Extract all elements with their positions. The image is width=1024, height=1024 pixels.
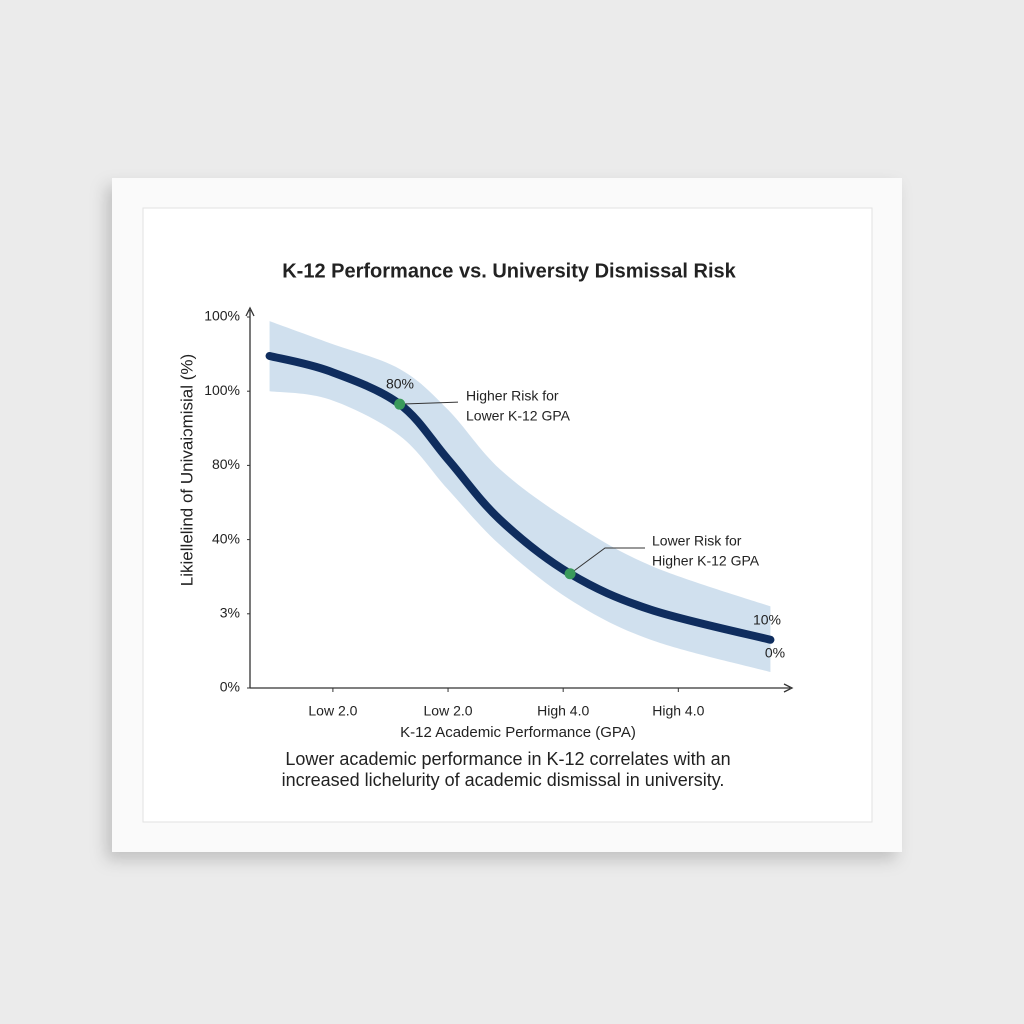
x-tick-label: High 4.0 — [537, 703, 589, 719]
x-axis-label: K-12 Academic Performance (GPA) — [400, 724, 636, 741]
y-axis-arrow — [245, 306, 255, 317]
caption: Lower academic performance in K-12 corre… — [285, 749, 730, 769]
callout-line — [569, 547, 645, 575]
annotation: Higher K-12 GPA — [652, 553, 760, 569]
x-axis-arrow — [783, 683, 794, 693]
annotation: Higher Risk for — [466, 388, 559, 404]
annotation: Lower Risk for — [652, 533, 742, 549]
annotation: 80% — [386, 376, 414, 392]
y-tick-label: 3% — [220, 605, 240, 621]
y-tick-label: 100% — [204, 382, 240, 398]
y-tick-label: 80% — [212, 456, 240, 472]
y-tick-label: 0% — [220, 679, 240, 695]
y-axis-label: Likiellelind of Univaiɔmisial (%) — [177, 354, 196, 586]
x-tick-label: High 4.0 — [652, 703, 704, 719]
callout-line — [399, 401, 459, 405]
annotation: Lower K-12 GPA — [466, 408, 571, 424]
highlight-point — [394, 398, 406, 410]
confidence-band — [269, 321, 771, 673]
x-tick-label: Low 2.0 — [424, 703, 473, 719]
caption: increased lichelurity of academic dismis… — [282, 770, 725, 790]
annotation: 0% — [765, 645, 785, 661]
annotation: 10% — [753, 612, 781, 628]
line — [265, 351, 775, 644]
y-tick-label: 40% — [212, 530, 240, 546]
x-tick-label: Low 2.0 — [308, 703, 357, 719]
highlight-point — [564, 568, 576, 580]
y-tick-label: 100% — [204, 308, 240, 324]
chart-title: K-12 Performance vs. University Dismissa… — [282, 260, 736, 282]
